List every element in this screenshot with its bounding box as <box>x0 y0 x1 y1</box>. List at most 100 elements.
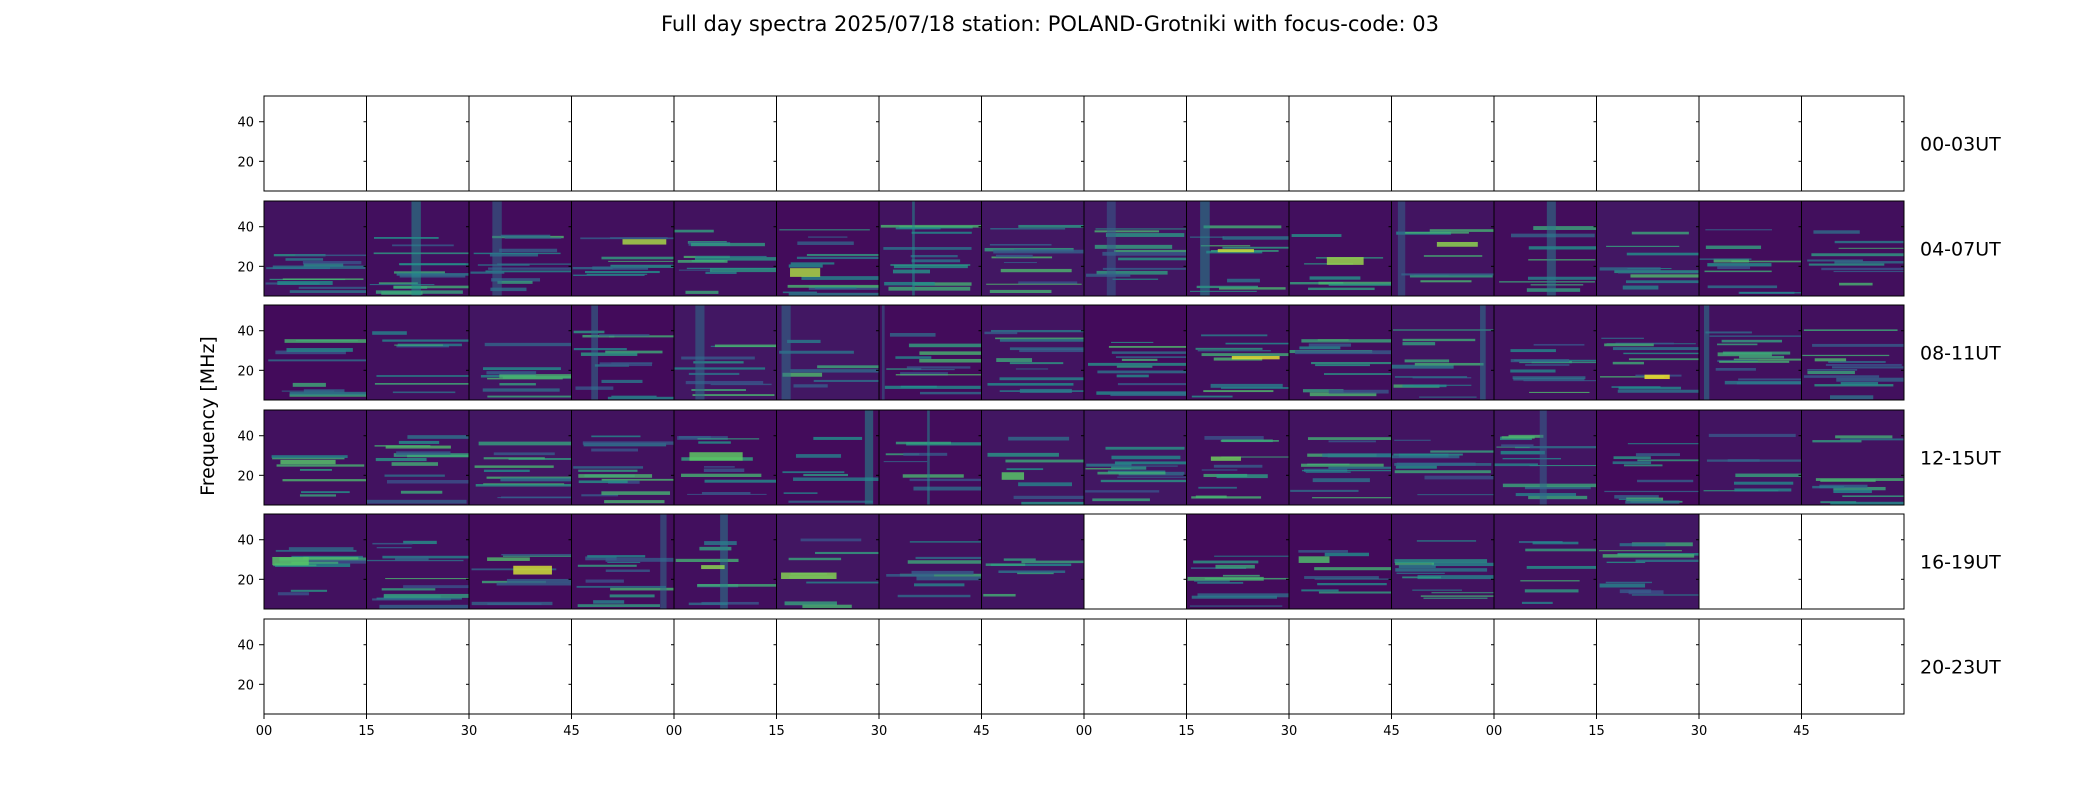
spectrum-panel <box>776 618 880 715</box>
spectrum-panel <box>1083 409 1187 506</box>
spectrum-panel <box>263 513 367 610</box>
y-tick-label: 20 <box>237 678 254 693</box>
spectrum-panel <box>1596 618 1700 715</box>
spectrum-panel <box>1391 409 1495 506</box>
spectrum-panel <box>1698 95 1802 192</box>
spectrum-panel <box>468 618 572 715</box>
spectrum-panel <box>366 409 470 506</box>
spectrum-panel <box>981 304 1085 401</box>
spectrum-panel <box>571 304 675 401</box>
spectrum-panel <box>1288 304 1392 401</box>
spectrum-panel <box>1596 304 1700 401</box>
spectrum-panel <box>1698 513 1802 610</box>
spectrum-panel <box>1288 95 1392 192</box>
x-tick-label: 30 <box>871 724 888 739</box>
spectrum-panel <box>673 618 777 715</box>
spectrum-panel <box>981 618 1085 715</box>
row-label: 08-11UT <box>1920 343 2001 365</box>
spectrum-panel <box>468 304 572 401</box>
spectrum-panel <box>263 409 367 506</box>
spectrum-panel <box>571 95 675 192</box>
spectrum-panel <box>1391 513 1495 610</box>
y-tick-label: 20 <box>237 155 254 170</box>
spectrum-panel <box>1493 409 1597 506</box>
spectrum-panel <box>673 513 777 610</box>
spectrum-panel <box>776 304 880 401</box>
spectrum-panel <box>673 409 777 506</box>
row-label: 12-15UT <box>1920 448 2001 470</box>
spectrum-panel <box>1801 304 1905 401</box>
spectrum-panel <box>468 95 572 192</box>
x-tick-label: 45 <box>1383 724 1400 739</box>
row-label: 04-07UT <box>1920 239 2001 261</box>
spectrum-panel <box>1596 513 1700 610</box>
spectrum-panel <box>366 304 470 401</box>
spectrum-panel <box>571 513 675 610</box>
spectrum-panel <box>263 304 367 401</box>
x-tick-label: 15 <box>768 724 785 739</box>
spectrum-panel <box>776 95 880 192</box>
spectrum-panel <box>1391 200 1495 297</box>
spectrum-panel <box>1801 513 1905 610</box>
spectrum-panel <box>1186 95 1290 192</box>
spectrum-panel <box>1698 200 1802 297</box>
spectrum-panel <box>1083 304 1187 401</box>
spectrum-panel <box>1083 513 1187 610</box>
spectrum-panel <box>776 513 880 610</box>
spectrum-panel <box>366 200 470 297</box>
spectrum-panel <box>1493 513 1597 610</box>
spectrum-panel <box>366 513 470 610</box>
x-tick-label: 30 <box>461 724 478 739</box>
spectrum-panel <box>981 513 1085 610</box>
spectrum-panel <box>673 304 777 401</box>
spectrum-panel <box>1801 200 1905 297</box>
spectrum-panel <box>1801 95 1905 192</box>
x-tick-label: 00 <box>1076 724 1093 739</box>
row-label: 00-03UT <box>1920 134 2001 156</box>
spectrum-panel <box>776 200 880 297</box>
spectrum-panel <box>1801 618 1905 715</box>
y-tick-label: 40 <box>237 430 254 445</box>
spectrum-panel <box>1186 513 1290 610</box>
spectrum-panel <box>366 618 470 715</box>
spectrum-panel <box>981 200 1085 297</box>
spectrum-panel <box>1083 200 1187 297</box>
spectrum-panel <box>1391 304 1495 401</box>
spectrum-panel <box>571 618 675 715</box>
spectrum-panel <box>1186 409 1290 506</box>
spectrum-panel <box>1288 409 1392 506</box>
spectrum-panel <box>571 200 675 297</box>
spectrum-panel <box>1493 618 1597 715</box>
x-tick-label: 45 <box>1793 724 1810 739</box>
spectrum-panel <box>468 409 572 506</box>
spectrum-panel <box>878 304 982 401</box>
x-tick-label: 00 <box>256 724 273 739</box>
spectrum-panel <box>1391 618 1495 715</box>
row-label: 16-19UT <box>1920 552 2001 574</box>
y-tick-label: 20 <box>237 469 254 484</box>
spectrum-panel <box>1493 200 1597 297</box>
spectrum-panel <box>468 200 572 297</box>
x-tick-label: 45 <box>563 724 580 739</box>
row-label: 20-23UT <box>1920 657 2001 679</box>
spectrum-panel <box>878 409 982 506</box>
spectrum-panel <box>1288 513 1392 610</box>
spectrum-panel <box>1391 95 1495 192</box>
y-tick-label: 20 <box>237 573 254 588</box>
x-tick-label: 45 <box>973 724 990 739</box>
spectrum-panel <box>1596 200 1700 297</box>
spectrum-panel <box>1186 618 1290 715</box>
spectrum-panel <box>1698 304 1802 401</box>
x-tick-label: 15 <box>358 724 375 739</box>
spectrum-panel <box>1083 618 1187 715</box>
spectrum-panel <box>673 200 777 297</box>
spectrum-panel <box>1698 409 1802 506</box>
y-tick-label: 40 <box>237 534 254 549</box>
x-tick-label: 00 <box>1486 724 1503 739</box>
y-tick-label: 40 <box>237 221 254 236</box>
y-tick-label: 20 <box>237 260 254 275</box>
y-tick-label: 40 <box>237 639 254 654</box>
spectrum-panel <box>981 95 1085 192</box>
spectrum-panel <box>1288 200 1392 297</box>
